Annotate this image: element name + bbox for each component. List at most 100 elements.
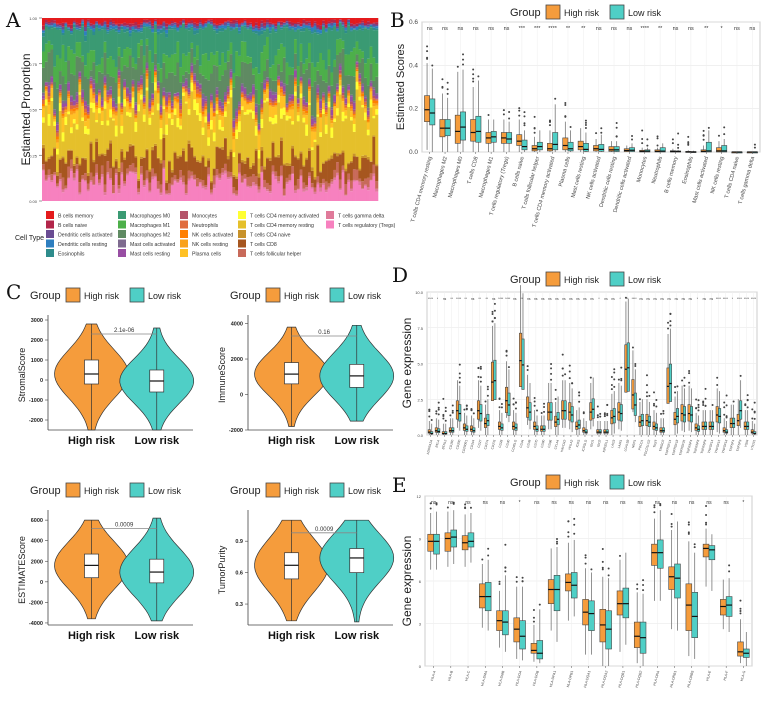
- stacked-bar-segment: [78, 182, 82, 193]
- stacked-bar-segment: [336, 89, 340, 91]
- stacked-bar-segment: [131, 172, 135, 201]
- stacked-bar-segment: [319, 18, 323, 26]
- outlier-point: [687, 532, 690, 535]
- stacked-bar-segment: [333, 106, 337, 119]
- stacked-bar-segment: [95, 120, 99, 123]
- outlier-point: [603, 412, 606, 415]
- stacked-bar-segment: [319, 172, 323, 184]
- stacked-bar-segment: [285, 110, 289, 112]
- stacked-bar-segment: [288, 116, 292, 119]
- stacked-bar-segment: [324, 69, 328, 83]
- significance-label: ns: [627, 26, 633, 32]
- stacked-bar-segment: [358, 26, 362, 30]
- stacked-bar-segment: [187, 89, 191, 93]
- stacked-bar-segment: [84, 25, 88, 27]
- stacked-bar-segment: [103, 21, 107, 25]
- stacked-bar-segment: [226, 99, 230, 102]
- outlier-point: [652, 402, 655, 405]
- outlier-point: [631, 135, 634, 138]
- stacked-bar-segment: [305, 18, 309, 22]
- stacked-bar-segment: [274, 18, 278, 24]
- stacked-bar-segment: [252, 68, 256, 75]
- x-tick-label: HLA-DQB1: [617, 670, 625, 688]
- stacked-bar-segment: [142, 102, 146, 105]
- outlier-point: [561, 374, 564, 377]
- stacked-bar-segment: [176, 18, 180, 24]
- stacked-bar-segment: [260, 118, 264, 128]
- stacked-bar-segment: [344, 97, 348, 99]
- stacked-bar-segment: [285, 19, 289, 22]
- stacked-bar-segment: [358, 185, 362, 201]
- stacked-bar-segment: [294, 70, 298, 78]
- stacked-bar-segment: [212, 30, 216, 55]
- stacked-bar-segment: [268, 104, 272, 106]
- stacked-bar-segment: [92, 50, 96, 63]
- stacked-bar-segment: [184, 91, 188, 93]
- stacked-bar-segment: [168, 25, 172, 27]
- stacked-bar-segment: [240, 24, 244, 26]
- stacked-bar-segment: [210, 107, 214, 121]
- stacked-bar-segment: [288, 109, 292, 117]
- stacked-bar-segment: [308, 172, 312, 177]
- stacked-bar-segment: [249, 166, 253, 170]
- stacked-bar-segment: [168, 183, 172, 194]
- stacked-bar-segment: [344, 33, 348, 55]
- stacked-bar-segment: [369, 161, 373, 174]
- stacked-bar-segment: [162, 167, 166, 170]
- stacked-bar-segment: [154, 53, 158, 66]
- stacked-bar-segment: [308, 87, 312, 90]
- x-tick-label: T cells gamma delta: [738, 155, 757, 205]
- stacked-bar-segment: [198, 183, 202, 201]
- stacked-bar-segment: [142, 106, 146, 110]
- stacked-bar-segment: [67, 28, 71, 31]
- stacked-bar-segment: [112, 59, 116, 78]
- stacked-bar-segment: [58, 18, 62, 24]
- outlier-point: [442, 417, 445, 420]
- stacked-bar-segment: [98, 18, 102, 24]
- stacked-bar-segment: [324, 161, 328, 182]
- stacked-bar-segment: [56, 186, 60, 188]
- stacked-bar-segment: [145, 45, 149, 63]
- stacked-bar-segment: [64, 22, 68, 24]
- stacked-bar-segment: [103, 153, 107, 156]
- outlier-point: [613, 371, 616, 374]
- significance-label: ***: [534, 26, 541, 32]
- stacked-bar-segment: [224, 163, 228, 171]
- stacked-bar-segment: [128, 55, 132, 91]
- stacked-bar-segment: [246, 22, 250, 26]
- significance-label: ns: [527, 297, 531, 301]
- stacked-bar-segment: [109, 89, 113, 95]
- stacked-bar-segment: [322, 26, 326, 27]
- stacked-bar-segment: [151, 106, 155, 113]
- stacked-bar-segment: [243, 62, 247, 88]
- stacked-bar-segment: [190, 23, 194, 25]
- outlier-point: [556, 540, 559, 543]
- stacked-bar-segment: [369, 179, 373, 181]
- stacked-bar-segment: [173, 29, 177, 54]
- stacked-bar-segment: [240, 86, 244, 92]
- outlier-point: [491, 320, 494, 323]
- stacked-bar-segment: [224, 170, 228, 174]
- stacked-bar-segment: [291, 109, 295, 122]
- stacked-bar-segment: [257, 186, 261, 190]
- stacked-bar-segment: [95, 107, 99, 109]
- outlier-point: [702, 138, 705, 141]
- stacked-bar-segment: [313, 179, 317, 188]
- stacked-bar-segment: [106, 172, 110, 175]
- stacked-bar-segment: [112, 29, 116, 60]
- outlier-point: [728, 564, 731, 567]
- legend-swatch: [326, 220, 334, 229]
- stacked-bar-segment: [308, 23, 312, 26]
- box-low-risk: [475, 115, 482, 143]
- stacked-bar-segment: [260, 150, 264, 167]
- stacked-bar-segment: [128, 33, 132, 37]
- significance-label: ns: [534, 500, 540, 506]
- stacked-bar-segment: [187, 98, 191, 110]
- stacked-bar-segment: [274, 105, 278, 107]
- y-axis-label: TumorPurity: [217, 545, 227, 594]
- stacked-bar-segment: [288, 104, 292, 108]
- stacked-bar-segment: [229, 90, 233, 98]
- stacked-bar-segment: [352, 169, 356, 180]
- p-value-label: 0.0009: [315, 527, 334, 533]
- stacked-bar-segment: [274, 23, 278, 27]
